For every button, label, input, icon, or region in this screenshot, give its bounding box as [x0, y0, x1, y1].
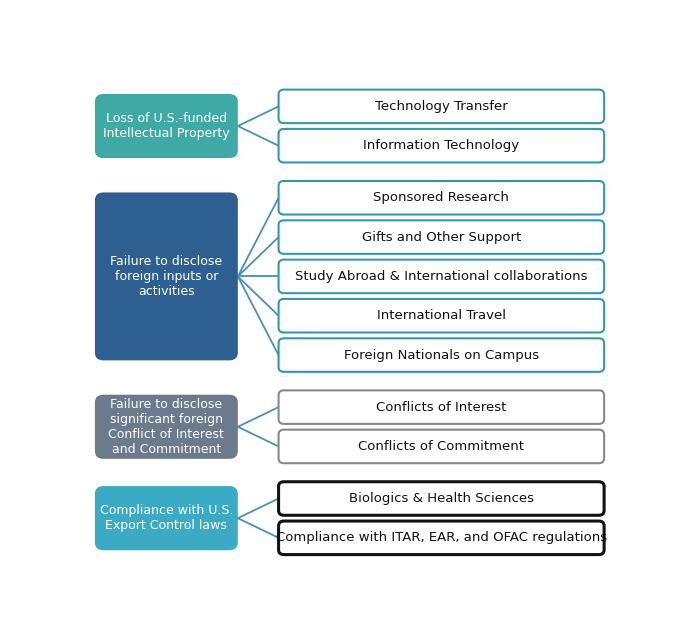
FancyBboxPatch shape	[279, 391, 604, 424]
Text: Conflicts of Interest: Conflicts of Interest	[376, 401, 507, 413]
FancyBboxPatch shape	[279, 260, 604, 293]
FancyBboxPatch shape	[95, 395, 238, 459]
FancyBboxPatch shape	[279, 338, 604, 372]
FancyBboxPatch shape	[279, 90, 604, 123]
FancyBboxPatch shape	[279, 430, 604, 463]
Text: Conflicts of Commitment: Conflicts of Commitment	[359, 440, 525, 453]
Text: Information Technology: Information Technology	[363, 139, 519, 152]
Text: Loss of U.S.-funded
Intellectual Property: Loss of U.S.-funded Intellectual Propert…	[103, 112, 229, 140]
FancyBboxPatch shape	[279, 129, 604, 163]
FancyBboxPatch shape	[279, 181, 604, 215]
Text: Compliance with U.S.
Export Control laws: Compliance with U.S. Export Control laws	[100, 504, 233, 532]
Text: Sponsored Research: Sponsored Research	[374, 191, 510, 204]
Text: Failure to disclose
significant foreign
Conflict of Interest
and Commitment: Failure to disclose significant foreign …	[109, 398, 224, 456]
FancyBboxPatch shape	[279, 482, 604, 515]
Text: Foreign Nationals on Campus: Foreign Nationals on Campus	[344, 349, 539, 361]
FancyBboxPatch shape	[279, 521, 604, 555]
FancyBboxPatch shape	[95, 486, 238, 550]
Text: Gifts and Other Support: Gifts and Other Support	[362, 230, 521, 244]
FancyBboxPatch shape	[95, 192, 238, 360]
Text: Failure to disclose
foreign inputs or
activities: Failure to disclose foreign inputs or ac…	[110, 255, 223, 298]
Text: Compliance with ITAR, EAR, and OFAC regulations: Compliance with ITAR, EAR, and OFAC regu…	[276, 531, 607, 544]
Text: Biologics & Health Sciences: Biologics & Health Sciences	[349, 492, 534, 505]
FancyBboxPatch shape	[279, 299, 604, 332]
FancyBboxPatch shape	[95, 94, 238, 158]
Text: International Travel: International Travel	[377, 310, 506, 322]
FancyBboxPatch shape	[279, 220, 604, 254]
Text: Technology Transfer: Technology Transfer	[375, 100, 507, 113]
Text: Study Abroad & International collaborations: Study Abroad & International collaborati…	[295, 270, 587, 283]
